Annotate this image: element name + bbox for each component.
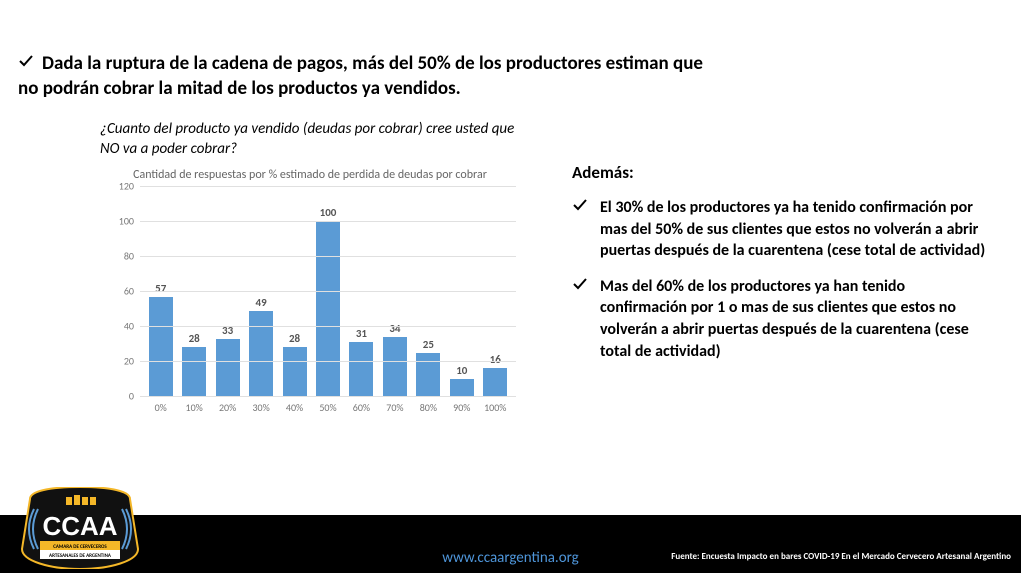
svg-text:ARTESANALES DE ARGENTINA: ARTESANALES DE ARGENTINA	[49, 553, 112, 559]
bar	[283, 347, 307, 396]
bar-column: 16	[481, 353, 510, 396]
ccaa-logo: CCAA CAMARA DE CERVECEROS ARTESANALES DE…	[10, 487, 150, 569]
bar	[216, 339, 240, 397]
grid-line	[140, 396, 516, 397]
grid-line	[140, 291, 516, 292]
bar-value-label: 34	[389, 322, 400, 335]
bar-column: 25	[414, 338, 443, 397]
headline: Dada la ruptura de la cadena de pagos, m…	[18, 52, 718, 101]
x-tick-label: 60%	[347, 401, 376, 414]
x-tick-label: 70%	[380, 401, 409, 414]
bar	[249, 311, 273, 397]
chart-question: ¿Cuanto del producto ya vendido (deudas …	[100, 120, 520, 159]
headline-text: Dada la ruptura de la cadena de pagos, m…	[18, 52, 703, 100]
bar-value-label: 31	[356, 327, 367, 340]
svg-text:CCAA: CCAA	[42, 511, 117, 541]
check-icon	[572, 276, 588, 299]
check-icon	[572, 197, 588, 220]
bar-value-label: 100	[320, 206, 337, 219]
bar	[483, 368, 507, 396]
grid-line	[140, 361, 516, 362]
bar	[149, 297, 173, 397]
bar-value-label: 28	[189, 332, 200, 345]
bar-value-label: 28	[289, 332, 300, 345]
bar-column: 100	[313, 206, 342, 396]
bar-column: 34	[380, 322, 409, 397]
right-heading: Además:	[572, 162, 992, 183]
slide: Dada la ruptura de la cadena de pagos, m…	[0, 0, 1021, 573]
y-tick-label: 60	[104, 285, 134, 298]
x-tick-label: 10%	[179, 401, 208, 414]
bar-column: 49	[246, 296, 275, 397]
chart-plot-area: 57283349281003134251016 020406080100120	[140, 186, 516, 397]
bar-chart: Cantidad de respuestas por % estimado de…	[100, 168, 520, 414]
bar	[416, 353, 440, 397]
x-tick-label: 30%	[246, 401, 275, 414]
chart-title: Cantidad de respuestas por % estimado de…	[100, 168, 520, 182]
bullet-item: El 30% de los productores ya ha tenido c…	[572, 197, 992, 262]
bar-column: 28	[179, 332, 208, 396]
footer: www.ccaargentina.org Fuente: Encuesta Im…	[0, 515, 1021, 573]
x-tick-label: 20%	[213, 401, 242, 414]
bar-column: 10	[447, 364, 476, 397]
y-tick-label: 120	[104, 180, 134, 193]
x-tick-label: 80%	[414, 401, 443, 414]
check-icon	[18, 52, 34, 77]
bar-value-label: 16	[490, 353, 501, 366]
bar	[182, 347, 206, 396]
bar-value-label: 57	[155, 282, 166, 295]
footer-source: Fuente: Encuesta Impacto en bares COVID-…	[671, 551, 1011, 562]
bullet-text: El 30% de los productores ya ha tenido c…	[600, 198, 985, 260]
bar-value-label: 49	[256, 296, 267, 309]
x-tick-label: 0%	[146, 401, 175, 414]
bar-column: 57	[146, 282, 175, 397]
y-tick-label: 20	[104, 355, 134, 368]
x-tick-label: 100%	[481, 401, 510, 414]
bar-column: 28	[280, 332, 309, 396]
x-tick-label: 90%	[447, 401, 476, 414]
bar-column: 33	[213, 324, 242, 397]
bar	[450, 379, 474, 397]
x-tick-label: 40%	[280, 401, 309, 414]
bullet-list: El 30% de los productores ya ha tenido c…	[572, 197, 992, 362]
svg-text:CAMARA DE CERVECEROS: CAMARA DE CERVECEROS	[53, 544, 107, 550]
right-column: Además: El 30% de los productores ya ha …	[572, 162, 992, 376]
grid-line	[140, 256, 516, 257]
bullet-text: Mas del 60% de los productores ya han te…	[600, 277, 969, 361]
grid-line	[140, 221, 516, 222]
bar	[316, 221, 340, 396]
y-tick-label: 0	[104, 390, 134, 403]
grid-line	[140, 186, 516, 187]
y-tick-label: 40	[104, 320, 134, 333]
bullet-item: Mas del 60% de los productores ya han te…	[572, 276, 992, 362]
y-tick-label: 80	[104, 250, 134, 263]
y-tick-label: 100	[104, 215, 134, 228]
grid-line	[140, 326, 516, 327]
bar	[349, 342, 373, 396]
x-tick-label: 50%	[313, 401, 342, 414]
bar-value-label: 25	[423, 338, 434, 351]
bar	[383, 337, 407, 397]
bar-value-label: 10	[456, 364, 467, 377]
chart-x-axis: 0% 10% 20% 30% 40% 50% 60% 70% 80% 90% 100%	[140, 397, 516, 414]
